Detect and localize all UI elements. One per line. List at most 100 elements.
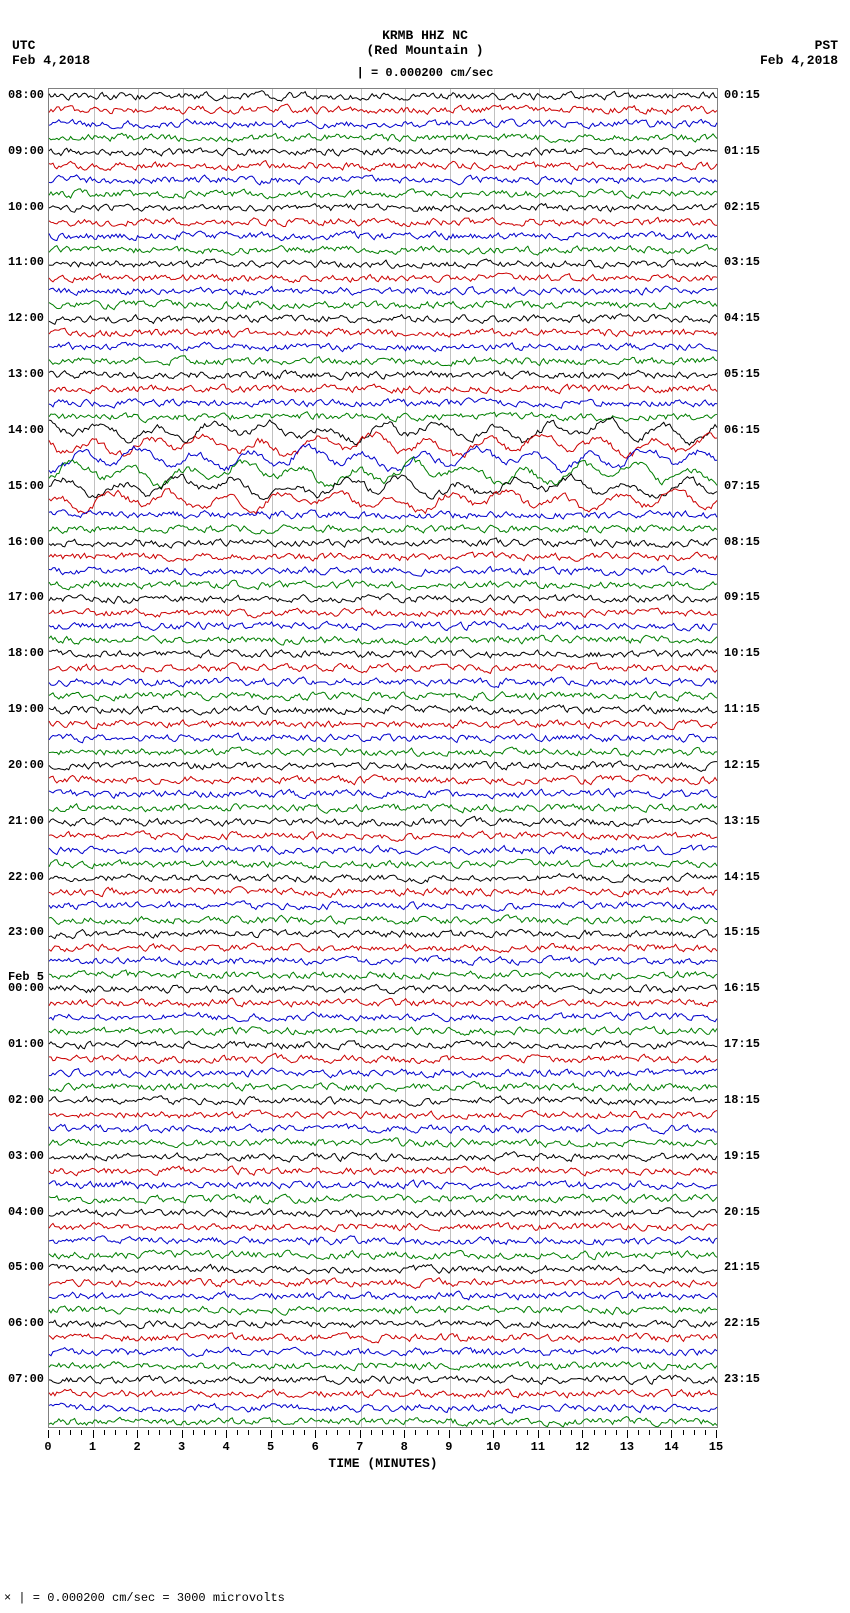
x-tick	[404, 1430, 405, 1438]
pst-hour-label: 16:15	[724, 981, 784, 995]
utc-hour-label: 20:00	[0, 758, 44, 772]
utc-hour-label: 00:00	[0, 981, 44, 995]
station-code: KRMB HHZ NC	[0, 28, 850, 43]
x-tick	[182, 1430, 183, 1438]
x-minor-tick	[115, 1430, 116, 1435]
x-minor-tick	[516, 1430, 517, 1435]
pst-hour-label: 10:15	[724, 646, 784, 660]
x-tick-label: 15	[709, 1440, 723, 1454]
x-axis-title: TIME (MINUTES)	[48, 1456, 718, 1471]
x-tick	[716, 1430, 717, 1438]
utc-hour-label: 21:00	[0, 814, 44, 828]
x-tick-label: 11	[531, 1440, 545, 1454]
x-minor-tick	[616, 1430, 617, 1435]
x-minor-tick	[594, 1430, 595, 1435]
utc-hour-label: 16:00	[0, 535, 44, 549]
utc-hour-label: 18:00	[0, 646, 44, 660]
pst-hour-label: 18:15	[724, 1093, 784, 1107]
x-minor-tick	[471, 1430, 472, 1435]
x-minor-tick	[460, 1430, 461, 1435]
x-minor-tick	[126, 1430, 127, 1435]
x-tick	[582, 1430, 583, 1438]
x-tick	[48, 1430, 49, 1438]
x-tick-label: 3	[178, 1440, 185, 1454]
pst-hour-label: 03:15	[724, 255, 784, 269]
footer-prefix: ×	[4, 1591, 11, 1605]
x-tick-label: 2	[133, 1440, 140, 1454]
pst-hour-label: 17:15	[724, 1037, 784, 1051]
x-minor-tick	[527, 1430, 528, 1435]
x-minor-tick	[683, 1430, 684, 1435]
x-minor-tick	[248, 1430, 249, 1435]
pst-hour-label: 05:15	[724, 367, 784, 381]
x-tick	[315, 1430, 316, 1438]
x-tick-label: 13	[620, 1440, 634, 1454]
x-minor-tick	[371, 1430, 372, 1435]
x-tick	[671, 1430, 672, 1438]
x-tick	[449, 1430, 450, 1438]
header-left: UTC Feb 4,2018	[12, 38, 90, 68]
pst-hour-label: 23:15	[724, 1372, 784, 1386]
pst-hour-label: 21:15	[724, 1260, 784, 1274]
x-tick-label: 4	[223, 1440, 230, 1454]
right-timezone: PST	[760, 38, 838, 53]
x-minor-tick	[193, 1430, 194, 1435]
pst-hour-label: 04:15	[724, 311, 784, 325]
utc-hour-label: 04:00	[0, 1205, 44, 1219]
x-minor-tick	[204, 1430, 205, 1435]
x-minor-tick	[159, 1430, 160, 1435]
x-minor-tick	[560, 1430, 561, 1435]
utc-hour-label: 05:00	[0, 1260, 44, 1274]
x-tick	[137, 1430, 138, 1438]
x-minor-tick	[393, 1430, 394, 1435]
x-tick-label: 7	[356, 1440, 363, 1454]
x-minor-tick	[148, 1430, 149, 1435]
utc-hour-label: 11:00	[0, 255, 44, 269]
pst-hour-label: 06:15	[724, 423, 784, 437]
x-tick-label: 1	[89, 1440, 96, 1454]
x-minor-tick	[293, 1430, 294, 1435]
x-tick	[271, 1430, 272, 1438]
pst-hour-label: 00:15	[724, 88, 784, 102]
x-minor-tick	[304, 1430, 305, 1435]
x-tick-label: 14	[664, 1440, 678, 1454]
x-tick	[493, 1430, 494, 1438]
x-minor-tick	[70, 1430, 71, 1435]
x-tick	[93, 1430, 94, 1438]
plot-area	[48, 88, 718, 1428]
x-minor-tick	[282, 1430, 283, 1435]
utc-hour-label: 08:00	[0, 88, 44, 102]
x-tick-label: 6	[312, 1440, 319, 1454]
helicorder-container: KRMB HHZ NC (Red Mountain ) UTC Feb 4,20…	[0, 0, 850, 1613]
x-minor-tick	[571, 1430, 572, 1435]
x-tick-label: 8	[401, 1440, 408, 1454]
x-minor-tick	[705, 1430, 706, 1435]
utc-hour-label: 14:00	[0, 423, 44, 437]
pst-hour-label: 08:15	[724, 535, 784, 549]
pst-hour-label: 15:15	[724, 925, 784, 939]
x-tick-label: 5	[267, 1440, 274, 1454]
x-tick	[538, 1430, 539, 1438]
pst-hour-label: 02:15	[724, 200, 784, 214]
utc-hour-label: 19:00	[0, 702, 44, 716]
x-minor-tick	[349, 1430, 350, 1435]
x-minor-tick	[215, 1430, 216, 1435]
x-minor-tick	[326, 1430, 327, 1435]
x-minor-tick	[237, 1430, 238, 1435]
header-right: PST Feb 4,2018	[760, 38, 838, 68]
pst-hour-label: 09:15	[724, 590, 784, 604]
utc-hour-label: 15:00	[0, 479, 44, 493]
x-minor-tick	[504, 1430, 505, 1435]
x-minor-tick	[382, 1430, 383, 1435]
x-minor-tick	[104, 1430, 105, 1435]
x-minor-tick	[482, 1430, 483, 1435]
pst-hour-label: 19:15	[724, 1149, 784, 1163]
x-minor-tick	[260, 1430, 261, 1435]
station-location: (Red Mountain )	[0, 43, 850, 58]
utc-hour-label: 22:00	[0, 870, 44, 884]
footer-scale: × | = 0.000200 cm/sec = 3000 microvolts	[4, 1591, 285, 1605]
x-tick-label: 10	[486, 1440, 500, 1454]
x-minor-tick	[415, 1430, 416, 1435]
pst-hour-label: 20:15	[724, 1205, 784, 1219]
utc-hour-label: 07:00	[0, 1372, 44, 1386]
